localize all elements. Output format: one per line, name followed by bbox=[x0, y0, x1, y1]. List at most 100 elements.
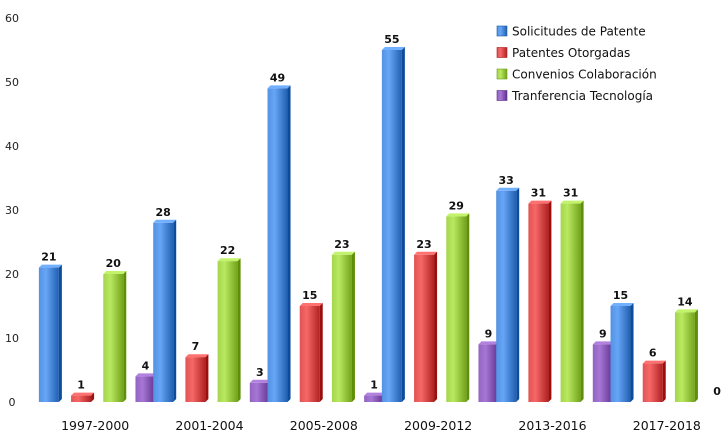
bar-solicitudes-de-patente-2013-2016 bbox=[496, 190, 517, 402]
bar-side-convenios-colaboracion-2013-2016 bbox=[580, 200, 584, 402]
bar-top-solicitudes-de-patente-2009-2012 bbox=[381, 47, 405, 50]
bar-top-patentes-otorgadas-2001-2004 bbox=[185, 354, 209, 358]
bar-convenios-colaboracion-2009-2012 bbox=[446, 216, 467, 402]
bar-top-convenios-colaboracion-2013-2016 bbox=[560, 200, 584, 204]
data-label-convenios-colaboracion-2009-2012: 29 bbox=[449, 199, 464, 212]
data-label-convenios-colaboracion-2013-2016: 31 bbox=[563, 187, 578, 200]
x-tick-label-2005-2008: 2005-2008 bbox=[290, 418, 358, 433]
bar-solicitudes-de-patente-2005-2008 bbox=[267, 88, 288, 403]
bar-tranferencia-tecnologia-2005-2008 bbox=[364, 395, 385, 402]
x-tick-label-2013-2016: 2013-2016 bbox=[518, 418, 586, 433]
bar-patentes-otorgadas-2017-2018 bbox=[642, 363, 663, 402]
y-tick-label-30: 30 bbox=[5, 204, 19, 217]
bar-top-convenios-colaboracion-2005-2008 bbox=[331, 251, 355, 255]
bar-top-convenios-colaboracion-2017-2018 bbox=[674, 309, 698, 313]
data-label-solicitudes-de-patente-2005-2008: 49 bbox=[270, 71, 285, 84]
data-label-solicitudes-de-patente-2013-2016: 33 bbox=[499, 174, 514, 187]
data-label-solicitudes-de-patente-2001-2004: 28 bbox=[156, 206, 171, 219]
y-tick-label-60: 60 bbox=[5, 12, 19, 25]
bar-side-solicitudes-de-patente-2001-2004 bbox=[173, 219, 177, 402]
data-label-tranferencia-tecnologia-1997-2000: 4 bbox=[142, 359, 150, 372]
legend-label-convenios-colaboracion: Convenios Colaboración bbox=[512, 68, 657, 82]
bar-side-patentes-otorgadas-2005-2008 bbox=[319, 303, 323, 402]
bar-solicitudes-de-patente-2001-2004 bbox=[153, 222, 174, 402]
data-label-patentes-otorgadas-2001-2004: 7 bbox=[192, 340, 200, 353]
bar-convenios-colaboracion-1997-2000 bbox=[103, 274, 124, 402]
bar-patentes-otorgadas-2009-2012 bbox=[414, 254, 435, 402]
data-label-tranferencia-tecnologia-2005-2008: 1 bbox=[370, 379, 378, 392]
y-tick-label-40: 40 bbox=[5, 140, 19, 153]
bar-patentes-otorgadas-2005-2008 bbox=[299, 306, 320, 402]
bar-top-patentes-otorgadas-2017-2018 bbox=[642, 360, 666, 364]
x-tick-label-1997-2000: 1997-2000 bbox=[61, 418, 129, 433]
bar-top-tranferencia-tecnologia-2001-2004 bbox=[249, 379, 273, 383]
bar-side-patentes-otorgadas-1997-2000 bbox=[91, 392, 95, 402]
legend-label-solicitudes-de-patente: Solicitudes de Patente bbox=[512, 25, 646, 39]
bar-top-tranferencia-tecnologia-2009-2012 bbox=[478, 341, 502, 345]
bars-group: 21 1 20 4 28 7 22 3 49 15 23 1 55 23 29 9 33 31 31 9 15 6 14 0 bbox=[38, 33, 721, 403]
bar-solicitudes-de-patente-2009-2012 bbox=[381, 50, 402, 402]
bar-solicitudes-de-patente-2017-2018 bbox=[610, 306, 631, 402]
legend-swatch-tranferencia-tecnologia bbox=[496, 90, 508, 101]
data-label-patentes-otorgadas-2009-2012: 23 bbox=[416, 238, 431, 251]
bar-convenios-colaboracion-2013-2016 bbox=[560, 203, 581, 402]
legend-swatch-solicitudes-de-patente bbox=[496, 25, 508, 37]
y-tick-label-0: 0 bbox=[9, 396, 16, 409]
bar-tranferencia-tecnologia-2013-2016 bbox=[592, 344, 613, 402]
bar-side-patentes-otorgadas-2001-2004 bbox=[205, 354, 209, 402]
data-label-patentes-otorgadas-2017-2018: 6 bbox=[649, 347, 657, 360]
data-label-convenios-colaboracion-2017-2018: 14 bbox=[677, 295, 693, 308]
legend: Solicitudes de Patente Patentes Otorgadas… bbox=[496, 25, 657, 103]
bar-top-solicitudes-de-patente-2013-2016 bbox=[496, 187, 520, 191]
bar-side-solicitudes-de-patente-2005-2008 bbox=[287, 85, 291, 403]
bar-side-solicitudes-de-patente-2017-2018 bbox=[630, 303, 634, 402]
bar-convenios-colaboracion-2001-2004 bbox=[217, 261, 238, 402]
data-label-convenios-colaboracion-2005-2008: 23 bbox=[334, 238, 349, 251]
data-label-tranferencia-tecnologia-2017-2018: 0 bbox=[713, 385, 721, 398]
y-tick-label-10: 10 bbox=[5, 332, 19, 345]
bar-top-patentes-otorgadas-2013-2016 bbox=[528, 200, 552, 204]
data-label-tranferencia-tecnologia-2013-2016: 9 bbox=[599, 327, 607, 340]
bar-top-convenios-colaboracion-1997-2000 bbox=[103, 271, 127, 274]
bar-solicitudes-de-patente-1997-2000 bbox=[38, 267, 59, 402]
legend-swatch-patentes-otorgadas bbox=[496, 47, 508, 58]
bar-convenios-colaboracion-2017-2018 bbox=[674, 312, 695, 402]
legend-label-patentes-otorgadas: Patentes Otorgadas bbox=[512, 46, 630, 60]
x-tick-label-2009-2012: 2009-2012 bbox=[404, 418, 472, 433]
y-axis: 0 10 20 30 40 50 60 bbox=[5, 12, 19, 409]
bar-side-patentes-otorgadas-2009-2012 bbox=[434, 251, 438, 402]
data-label-patentes-otorgadas-1997-2000: 1 bbox=[77, 379, 85, 392]
data-label-tranferencia-tecnologia-2009-2012: 9 bbox=[485, 327, 493, 340]
bar-side-solicitudes-de-patente-1997-2000 bbox=[58, 264, 62, 402]
bar-side-convenios-colaboracion-2005-2008 bbox=[351, 251, 355, 402]
bar-patentes-otorgadas-1997-2000 bbox=[71, 395, 92, 402]
bar-top-convenios-colaboracion-2009-2012 bbox=[446, 213, 470, 217]
bar-convenios-colaboracion-2005-2008 bbox=[331, 254, 352, 402]
bar-tranferencia-tecnologia-2009-2012 bbox=[478, 344, 499, 402]
bar-top-patentes-otorgadas-2009-2012 bbox=[414, 251, 438, 255]
bar-side-convenios-colaboracion-2009-2012 bbox=[466, 213, 470, 402]
legend-label-tranferencia-tecnologia: Tranferencia Tecnología bbox=[511, 89, 653, 103]
data-label-convenios-colaboracion-1997-2000: 20 bbox=[106, 257, 122, 270]
bar-tranferencia-tecnologia-1997-2000 bbox=[135, 376, 156, 402]
bar-side-solicitudes-de-patente-2013-2016 bbox=[516, 187, 520, 402]
data-label-tranferencia-tecnologia-2001-2004: 3 bbox=[256, 366, 264, 379]
bar-side-solicitudes-de-patente-2009-2012 bbox=[401, 47, 405, 402]
bar-top-solicitudes-de-patente-2001-2004 bbox=[153, 219, 177, 223]
x-axis: 1997-2000 2001-2004 2005-2008 2009-2012 2013… bbox=[61, 418, 701, 433]
data-label-solicitudes-de-patente-1997-2000: 21 bbox=[41, 251, 56, 264]
y-tick-label-20: 20 bbox=[5, 268, 19, 281]
bar-patentes-otorgadas-2001-2004 bbox=[185, 357, 206, 402]
bar-top-tranferencia-tecnologia-2005-2008 bbox=[364, 392, 388, 396]
bar-tranferencia-tecnologia-2001-2004 bbox=[249, 382, 270, 402]
bar-top-tranferencia-tecnologia-1997-2000 bbox=[135, 373, 159, 377]
x-tick-label-2017-2018: 2017-2018 bbox=[633, 418, 701, 433]
bar-top-patentes-otorgadas-1997-2000 bbox=[71, 392, 95, 396]
data-label-patentes-otorgadas-2013-2016: 31 bbox=[531, 187, 546, 200]
bar-side-patentes-otorgadas-2013-2016 bbox=[548, 200, 552, 402]
legend-swatch-convenios-colaboracion bbox=[496, 68, 508, 80]
bar-side-convenios-colaboracion-2017-2018 bbox=[694, 309, 698, 402]
bar-side-convenios-colaboracion-2001-2004 bbox=[237, 258, 241, 402]
